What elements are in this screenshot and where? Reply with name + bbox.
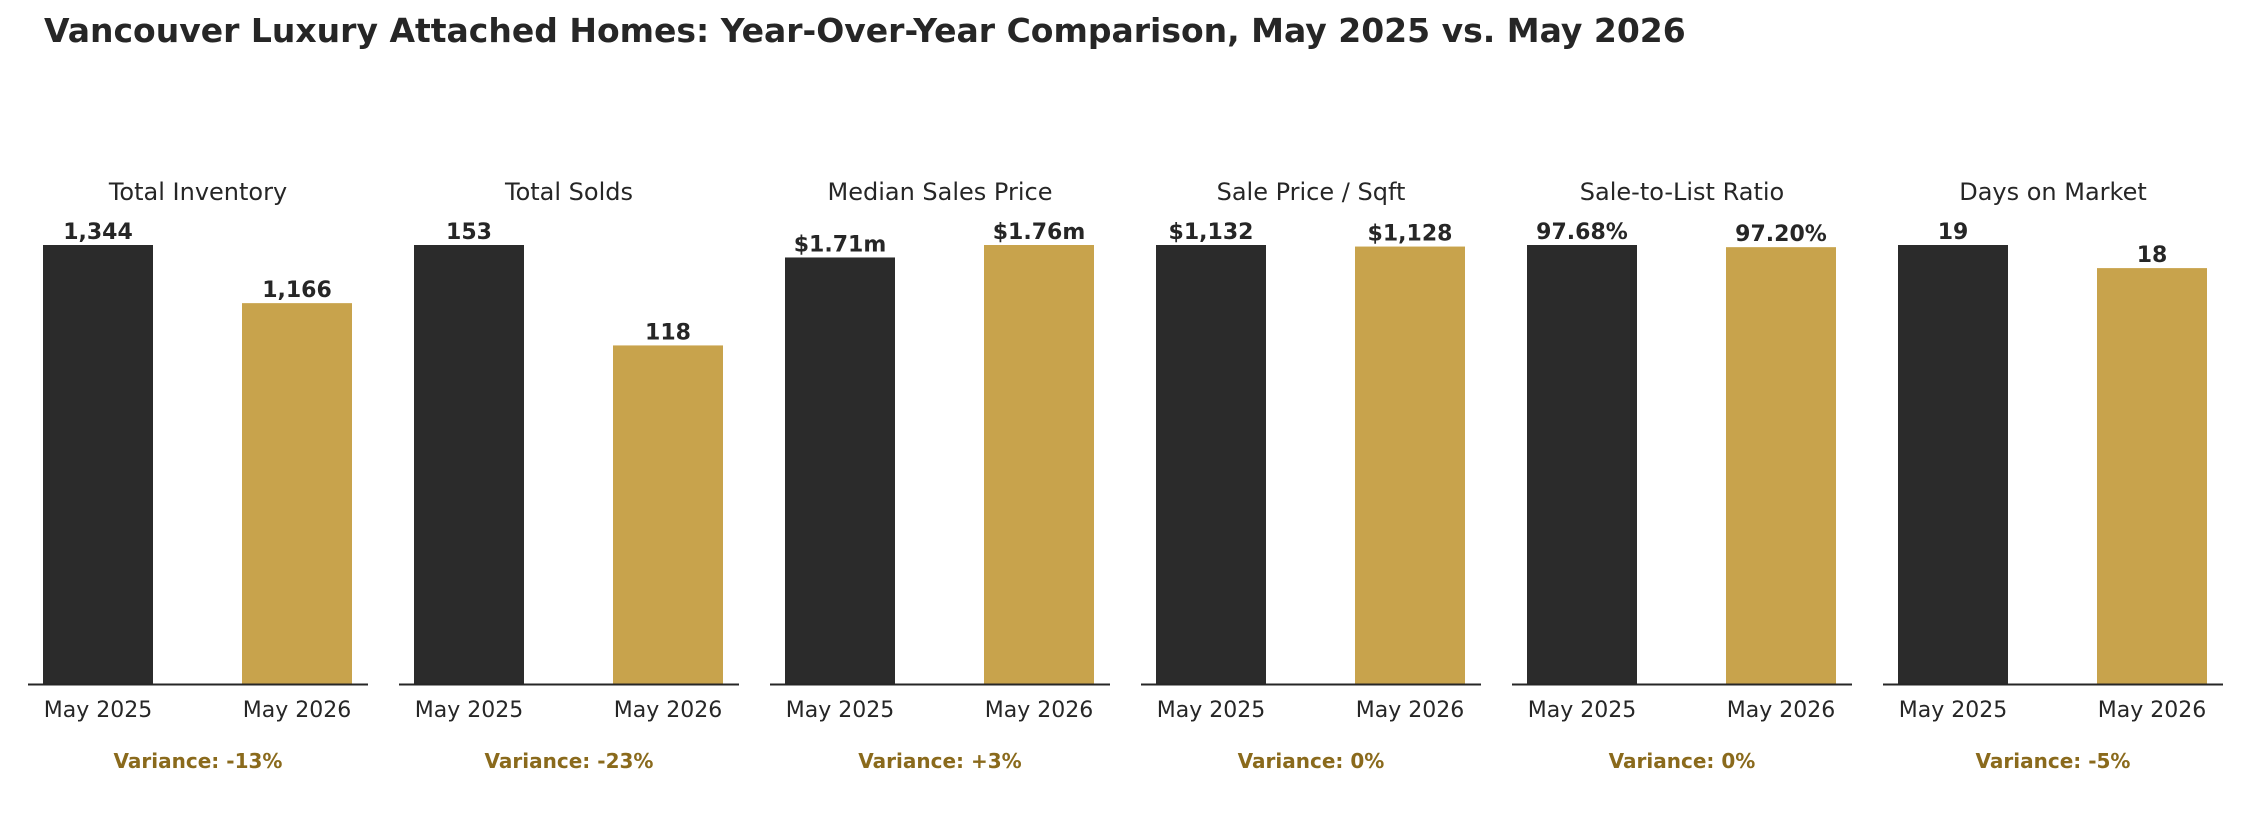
data-label: 97.20% — [1735, 222, 1827, 247]
x-tick-label: May 2026 — [1356, 698, 1464, 723]
panel-title: Days on Market — [1959, 178, 2147, 206]
panel-title: Median Sales Price — [828, 178, 1053, 206]
bar-may-2025 — [785, 257, 895, 684]
chart-title: Vancouver Luxury Attached Homes: Year-Ov… — [44, 11, 1686, 50]
x-tick-label: May 2025 — [1157, 698, 1265, 723]
panel-0: Total Inventory 1,344 May 2025 1,166 May 202… — [28, 178, 368, 773]
data-label: 153 — [446, 220, 492, 245]
data-label: 18 — [2137, 243, 2168, 268]
bar-may-2025 — [414, 245, 524, 684]
variance-label: Variance: -23% — [485, 749, 654, 773]
data-label: $1.71m — [794, 232, 887, 257]
x-tick-label: May 2026 — [614, 698, 722, 723]
bar-may-2026 — [1726, 247, 1836, 685]
x-tick-label: May 2025 — [1528, 698, 1636, 723]
chart-panels: Total Inventory 1,344 May 2025 1,166 May 202… — [28, 178, 2223, 773]
variance-label: Variance: -5% — [1976, 749, 2131, 773]
bar-may-2026 — [984, 245, 1094, 684]
data-label: $1,128 — [1368, 222, 1453, 247]
bar-may-2025 — [1898, 245, 2008, 684]
panel-1: Total Solds 153 May 2025 118 May 2026 Varianc… — [399, 178, 739, 773]
bar-may-2026 — [2097, 268, 2207, 684]
data-label: $1.76m — [993, 220, 1086, 245]
x-tick-label: May 2025 — [786, 698, 894, 723]
bar-may-2025 — [1527, 245, 1637, 684]
x-tick-label: May 2026 — [2098, 698, 2206, 723]
panel-3: Sale Price / Sqft $1,132 May 2025 $1,128 May… — [1141, 178, 1481, 773]
bar-may-2026 — [613, 345, 723, 684]
x-tick-label: May 2025 — [1899, 698, 2007, 723]
data-label: 118 — [645, 320, 691, 345]
panel-2: Median Sales Price $1.71m May 2025 $1.76m Ma… — [770, 178, 1110, 773]
panel-4: Sale-to-List Ratio 97.68% May 2025 97.20% Ma… — [1512, 178, 1852, 773]
x-tick-label: May 2026 — [243, 698, 351, 723]
panel-5: Days on Market 19 May 2025 18 May 2026 Varian… — [1883, 178, 2223, 773]
variance-label: Variance: -13% — [114, 749, 283, 773]
x-tick-label: May 2026 — [985, 698, 1093, 723]
data-label: 97.68% — [1536, 220, 1628, 245]
panel-title: Sale-to-List Ratio — [1580, 178, 1784, 206]
data-label: 1,166 — [262, 278, 332, 303]
bar-may-2026 — [1355, 246, 1465, 684]
x-tick-label: May 2025 — [44, 698, 152, 723]
panel-title: Total Solds — [504, 178, 633, 206]
variance-label: Variance: +3% — [858, 749, 1021, 773]
bar-may-2026 — [242, 303, 352, 684]
bar-may-2025 — [43, 245, 153, 684]
bar-may-2025 — [1156, 245, 1266, 684]
variance-label: Variance: 0% — [1238, 749, 1385, 773]
x-tick-label: May 2025 — [415, 698, 523, 723]
panel-title: Total Inventory — [108, 178, 287, 206]
panel-title: Sale Price / Sqft — [1217, 178, 1406, 206]
variance-label: Variance: 0% — [1609, 749, 1756, 773]
data-label: $1,132 — [1169, 220, 1254, 245]
x-tick-label: May 2026 — [1727, 698, 1835, 723]
data-label: 19 — [1938, 220, 1969, 245]
data-label: 1,344 — [63, 220, 133, 245]
